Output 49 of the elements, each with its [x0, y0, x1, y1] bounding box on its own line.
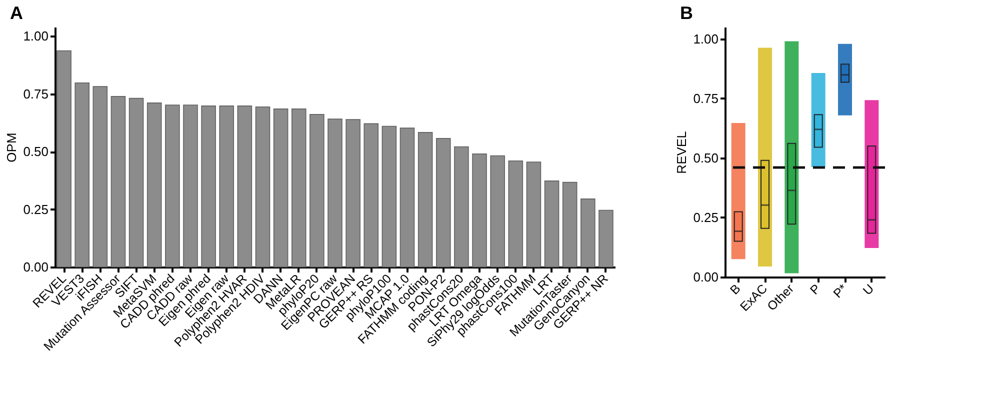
bar [328, 118, 342, 268]
bar [92, 86, 108, 268]
y-tick-label: 0.50 [693, 150, 718, 166]
x-tick-label: P* [830, 281, 850, 301]
bar [219, 106, 234, 268]
y-tick-label: 0.00 [23, 260, 48, 274]
y-tick-label: 1.00 [23, 28, 48, 44]
bar [508, 160, 524, 268]
bar [128, 98, 144, 268]
bar [472, 154, 487, 268]
bar [544, 180, 560, 268]
bar [598, 210, 614, 268]
y-tick-label: 0.25 [693, 210, 718, 225]
bar [291, 108, 306, 268]
bar [454, 146, 469, 268]
bar [165, 104, 180, 268]
bar [436, 138, 451, 268]
bar [400, 128, 415, 268]
bar [526, 162, 542, 268]
bar [418, 132, 433, 268]
bar [201, 106, 216, 268]
bar [364, 123, 379, 268]
bar [56, 50, 72, 268]
bar [346, 119, 360, 268]
bar [310, 114, 324, 268]
bar [237, 106, 252, 268]
y-tick-label: 0.75 [23, 86, 48, 102]
bar [110, 96, 126, 268]
x-tick-label: B [727, 282, 744, 298]
bar [580, 198, 596, 268]
y-axis-title: OPM [4, 132, 20, 162]
bar [490, 155, 505, 268]
x-tick-label: U [860, 282, 877, 298]
y-tick-label: 0.00 [693, 270, 718, 284]
y-tick-label: 0.75 [693, 90, 718, 106]
y-tick-label: 0.50 [23, 144, 48, 160]
bar [562, 182, 578, 268]
bar [255, 106, 270, 268]
chart-title: A [10, 3, 23, 23]
bar [146, 102, 162, 268]
x-tick-label: P [807, 282, 824, 298]
y-tick-label: 1.00 [693, 31, 718, 46]
y-tick-label: 0.25 [23, 202, 48, 217]
chart-title: B [680, 3, 693, 23]
bar [382, 126, 397, 268]
bar [183, 104, 198, 268]
bar [74, 82, 90, 268]
bar [273, 108, 288, 268]
y-axis-title: REVEL [674, 131, 690, 174]
